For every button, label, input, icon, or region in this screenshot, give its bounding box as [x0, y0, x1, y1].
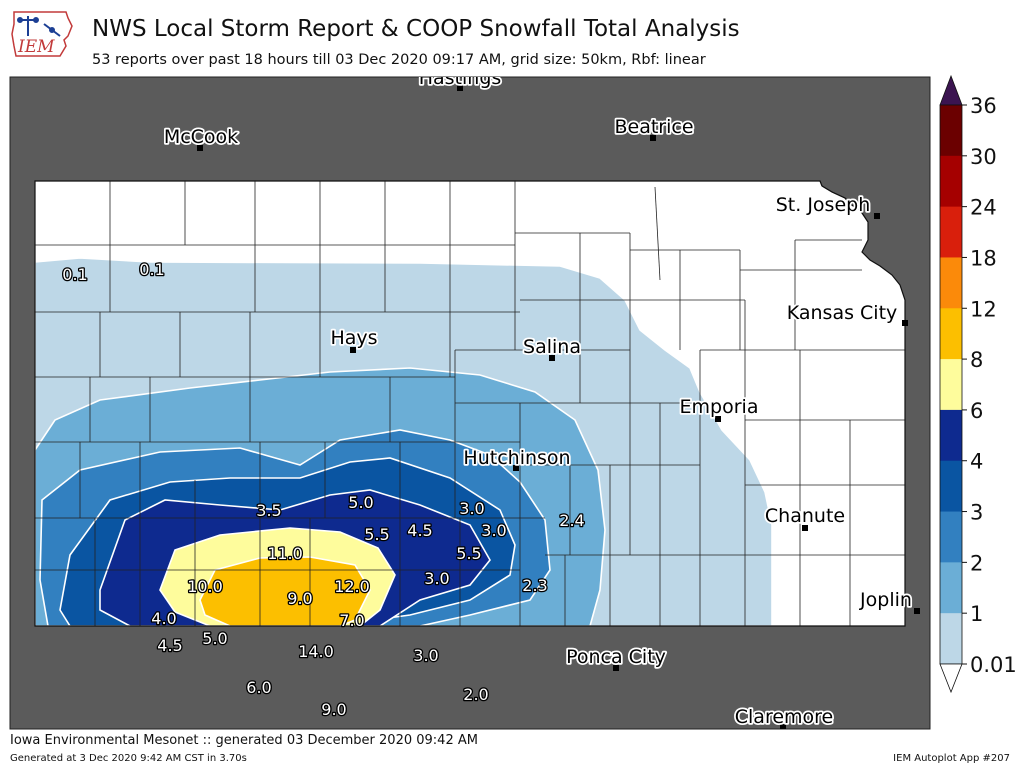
city-marker: [549, 355, 555, 361]
city-marker: [613, 665, 619, 671]
city-marker: [780, 724, 786, 729]
city-label: Hays: [330, 327, 377, 349]
city-marker: [914, 608, 920, 614]
colorbar: 36 30 24 18 12 8 6 4 3 2 1 0.01: [939, 74, 1017, 694]
city-marker: [457, 85, 463, 91]
colorbar-tick-label: 30: [970, 145, 997, 169]
city-marker: [650, 135, 656, 141]
city-marker: [350, 347, 356, 353]
city-label: Chanute: [765, 505, 845, 527]
city-label: Ponca City: [566, 646, 666, 668]
footer-app-id: IEM Autoplot App #207: [893, 753, 1010, 764]
city-labels: Hastings McCook Beatrice St. Joseph Kans…: [162, 67, 914, 729]
report-value: 4.5: [157, 636, 182, 655]
colorbar-band: [940, 460, 962, 513]
weather-station-icon: [17, 16, 61, 37]
city-label: Kansas City: [787, 302, 898, 324]
city-markers: [197, 85, 920, 729]
report-values: 0.1 0.1 3.5 5.0 3.0 5.5 4.5 3.0 2.4 11.0…: [61, 259, 586, 721]
colorbar-ticks: 36 30 24 18 12 8 6 4 3 2 1 0.01: [962, 94, 1017, 677]
report-value: 10.0: [187, 577, 223, 596]
city-label: Hutchinson: [463, 447, 570, 469]
colorbar-band: [940, 105, 962, 157]
report-value: 0.1: [62, 265, 87, 284]
colorbar-tick-label: 0.01: [970, 653, 1017, 677]
colorbar-band: [940, 155, 962, 208]
city-marker: [802, 525, 808, 531]
colorbar-band: [940, 359, 962, 411]
logo-text: IEM: [17, 37, 55, 57]
report-value: 0.1: [139, 260, 164, 279]
city-marker: [874, 213, 880, 219]
colorbar-tick-label: 2: [970, 551, 983, 575]
report-value: 3.5: [256, 501, 281, 520]
city-label: Claremore: [735, 706, 834, 728]
city-label: Beatrice: [614, 116, 693, 138]
page-title: NWS Local Storm Report & COOP Snowfall T…: [92, 16, 740, 42]
report-value: 4.5: [407, 521, 432, 540]
report-value: 5.0: [348, 493, 373, 512]
colorbar-band: [940, 613, 962, 665]
report-value: 11.0: [267, 544, 303, 563]
city-label: Emporia: [680, 396, 759, 418]
colorbar-tick-label: 1: [970, 602, 983, 626]
iem-logo: IEM: [11, 11, 73, 57]
footer-generation-time: Generated at 3 Dec 2020 9:42 AM CST in 3…: [10, 753, 247, 764]
colorbar-tick-label: 4: [970, 450, 983, 474]
city-label: McCook: [164, 126, 238, 148]
report-value: 5.0: [202, 629, 227, 648]
colorbar-tick-label: 3: [970, 501, 983, 525]
colorbar-extend-top: [939, 74, 963, 106]
colorbar-tick-label: 24: [970, 196, 997, 220]
colorbar-extend-bottom: [939, 663, 963, 694]
city-label: St. Joseph: [776, 194, 871, 216]
city-label: Joplin: [859, 589, 912, 611]
report-value: 9.0: [287, 589, 312, 608]
colorbar-band: [940, 562, 962, 614]
report-value: 3.0: [413, 646, 438, 665]
colorbar-band: [940, 206, 962, 258]
colorbar-tick-label: 8: [970, 348, 983, 372]
city-marker: [197, 145, 203, 151]
colorbar-band: [940, 257, 962, 309]
city-label: Hastings: [419, 67, 502, 89]
county-lines: [35, 181, 905, 626]
report-value: 5.5: [456, 544, 481, 563]
colorbar-bands: [939, 104, 963, 665]
city-marker: [513, 465, 519, 471]
city-marker: [902, 320, 908, 326]
report-value: 12.0: [334, 577, 370, 596]
colorbar-tick-label: 12: [970, 297, 997, 321]
colorbar-tick-label: 6: [970, 399, 983, 423]
report-value: 2.3: [522, 576, 547, 595]
report-value: 2.0: [463, 685, 488, 704]
contour-8: [199, 556, 371, 626]
report-value: 3.0: [424, 569, 449, 588]
report-value: 6.0: [246, 678, 271, 697]
city-marker: [715, 416, 721, 422]
footer-generated-by: Iowa Environmental Mesonet :: generated …: [10, 733, 478, 748]
colorbar-band: [940, 511, 962, 563]
report-value: 7.0: [339, 611, 364, 630]
colorbar-tick-label: 18: [970, 246, 997, 270]
report-value: 14.0: [298, 642, 334, 661]
city-label: Salina: [523, 336, 581, 358]
colorbar-tick-label: 36: [970, 94, 997, 118]
report-value: 3.0: [481, 521, 506, 540]
colorbar-band: [940, 409, 962, 462]
report-value: 5.5: [364, 525, 389, 544]
report-value: 3.0: [459, 499, 484, 518]
missouri-river: [819, 180, 869, 223]
report-value: 9.0: [321, 700, 346, 719]
colorbar-band: [940, 308, 962, 360]
report-value: 2.4: [559, 511, 584, 530]
page-subtitle: 53 reports over past 18 hours till 03 De…: [92, 52, 706, 68]
report-value: 4.0: [151, 609, 176, 628]
